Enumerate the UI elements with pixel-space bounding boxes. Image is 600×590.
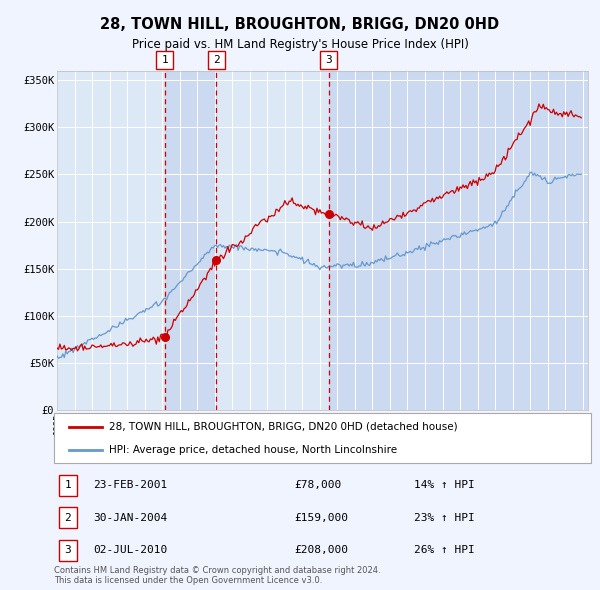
Text: Contains HM Land Registry data © Crown copyright and database right 2024.
This d: Contains HM Land Registry data © Crown c…: [54, 566, 380, 585]
Text: 3: 3: [325, 55, 332, 65]
Text: 30-JAN-2004: 30-JAN-2004: [93, 513, 167, 523]
Text: £208,000: £208,000: [294, 545, 348, 555]
Bar: [329, 71, 588, 410]
Text: 14% ↑ HPI: 14% ↑ HPI: [414, 480, 475, 490]
Text: 02-JUL-2010: 02-JUL-2010: [93, 545, 167, 555]
Text: 2: 2: [64, 513, 71, 523]
Bar: [164, 71, 216, 410]
Text: HPI: Average price, detached house, North Lincolnshire: HPI: Average price, detached house, Nort…: [109, 445, 397, 455]
Text: 23-FEB-2001: 23-FEB-2001: [93, 480, 167, 490]
Text: 1: 1: [64, 480, 71, 490]
Text: Price paid vs. HM Land Registry's House Price Index (HPI): Price paid vs. HM Land Registry's House …: [131, 38, 469, 51]
Text: 1: 1: [161, 55, 168, 65]
Text: 3: 3: [64, 545, 71, 555]
Text: 26% ↑ HPI: 26% ↑ HPI: [414, 545, 475, 555]
Text: £159,000: £159,000: [294, 513, 348, 523]
Text: 2: 2: [213, 55, 220, 65]
Text: 28, TOWN HILL, BROUGHTON, BRIGG, DN20 0HD (detached house): 28, TOWN HILL, BROUGHTON, BRIGG, DN20 0H…: [109, 421, 458, 431]
Text: 28, TOWN HILL, BROUGHTON, BRIGG, DN20 0HD: 28, TOWN HILL, BROUGHTON, BRIGG, DN20 0H…: [100, 17, 500, 31]
Text: 23% ↑ HPI: 23% ↑ HPI: [414, 513, 475, 523]
Text: £78,000: £78,000: [294, 480, 341, 490]
